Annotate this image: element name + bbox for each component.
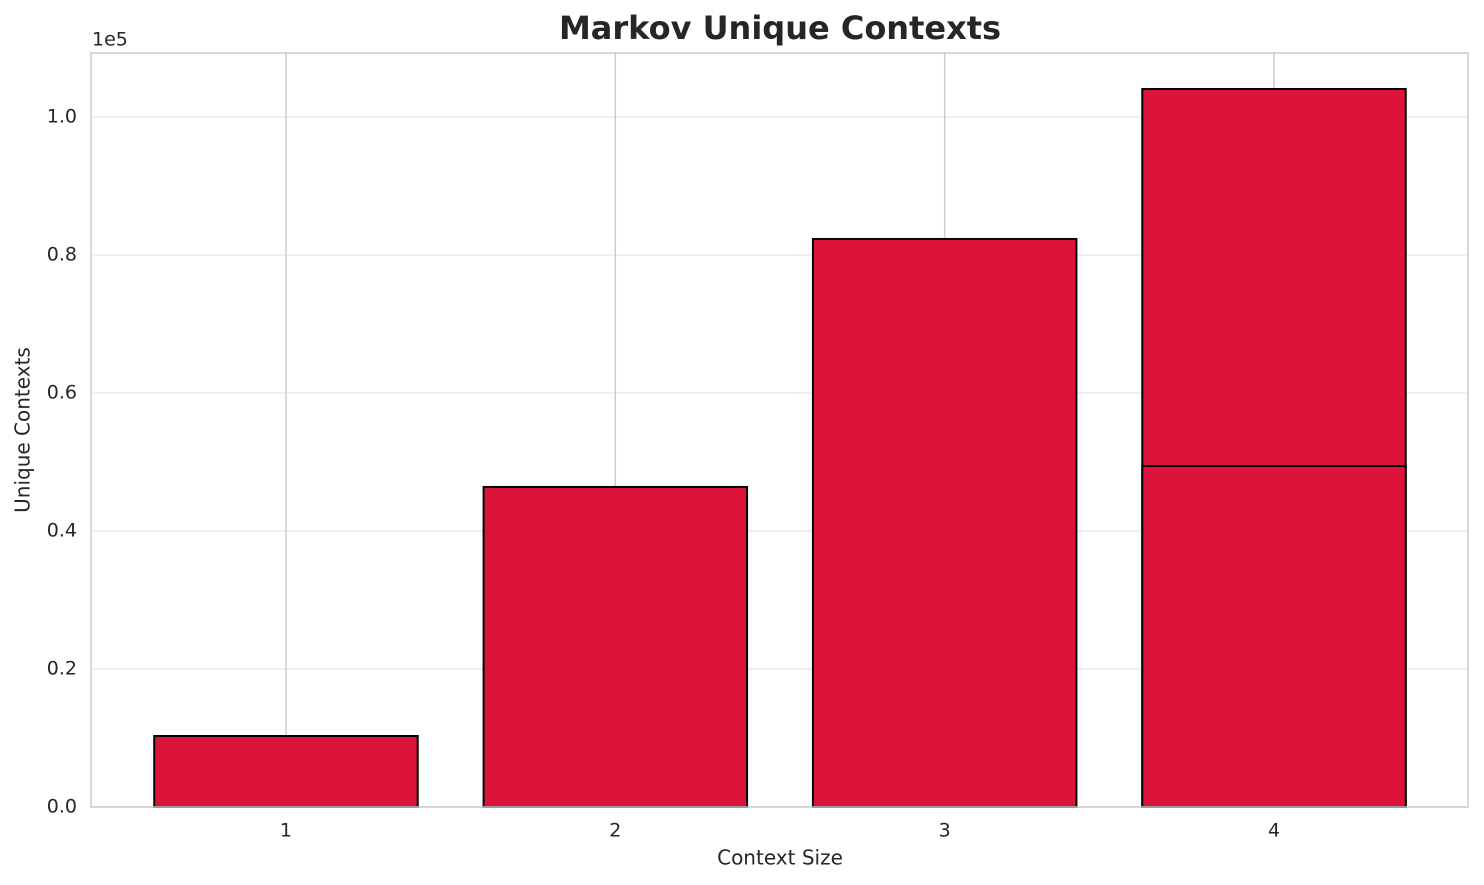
y-tick-label: 0.2 <box>47 657 77 679</box>
x-axis-label: Context Size <box>717 846 843 870</box>
y-tick-label: 0.6 <box>47 381 77 403</box>
bar <box>1141 465 1407 808</box>
chart-title: Markov Unique Contexts <box>559 9 1001 47</box>
y-offset-label: 1e5 <box>92 29 128 51</box>
bar <box>482 485 749 808</box>
y-tick-label: 0.0 <box>47 796 77 818</box>
x-tick-label: 2 <box>609 820 621 842</box>
bar <box>811 237 1078 808</box>
bar <box>153 734 419 809</box>
y-tick-label: 1.0 <box>47 105 77 127</box>
y-tick-label: 0.4 <box>47 519 77 541</box>
bars <box>153 87 1407 809</box>
y-axis-label: Unique Contexts <box>11 347 35 513</box>
plot-frame <box>90 52 1469 808</box>
y-tick-label: 0.8 <box>47 243 77 265</box>
x-tick-label: 4 <box>1268 820 1280 842</box>
x-tick-label: 1 <box>280 820 292 842</box>
x-tick-label: 3 <box>939 820 951 842</box>
